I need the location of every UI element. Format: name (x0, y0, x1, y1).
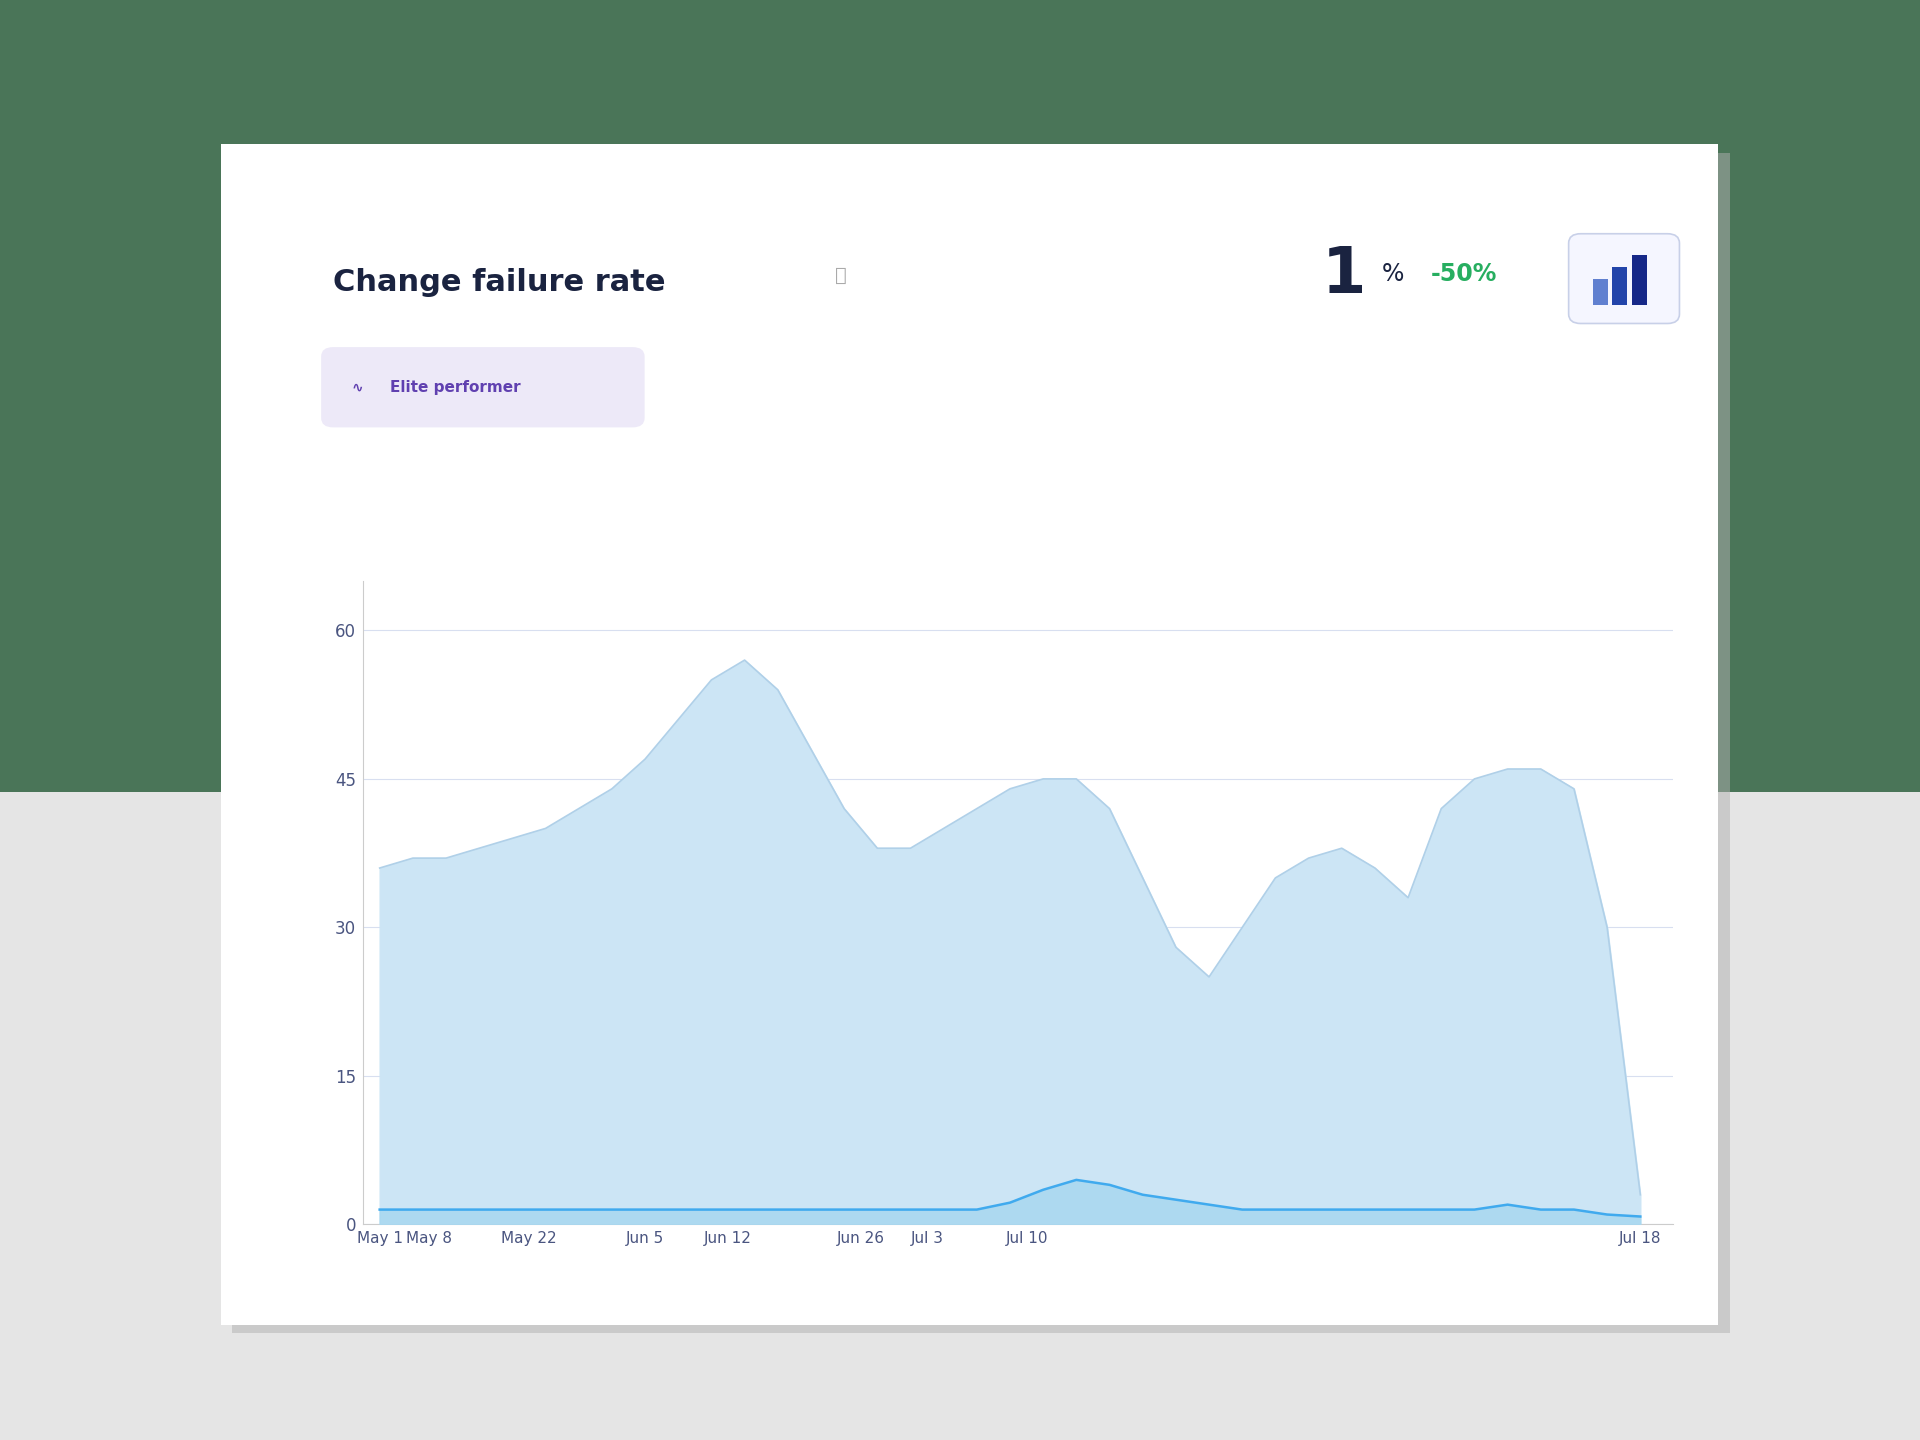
FancyBboxPatch shape (190, 121, 1749, 1348)
Text: ⓘ: ⓘ (835, 265, 847, 285)
Text: %: % (1382, 262, 1404, 287)
Text: 1: 1 (1321, 245, 1365, 307)
Bar (1613, 266, 1626, 305)
FancyBboxPatch shape (1569, 233, 1680, 324)
Bar (0, 0, 1920, 792)
Bar (0, 792, 1920, 1440)
Text: Elite performer: Elite performer (390, 380, 520, 395)
Bar (1592, 278, 1607, 305)
Text: Change failure rate: Change failure rate (334, 268, 666, 297)
FancyBboxPatch shape (188, 117, 1774, 1369)
FancyBboxPatch shape (321, 347, 645, 428)
Bar (1632, 255, 1647, 305)
Text: -50%: -50% (1430, 262, 1498, 287)
Text: ∿: ∿ (351, 380, 363, 395)
